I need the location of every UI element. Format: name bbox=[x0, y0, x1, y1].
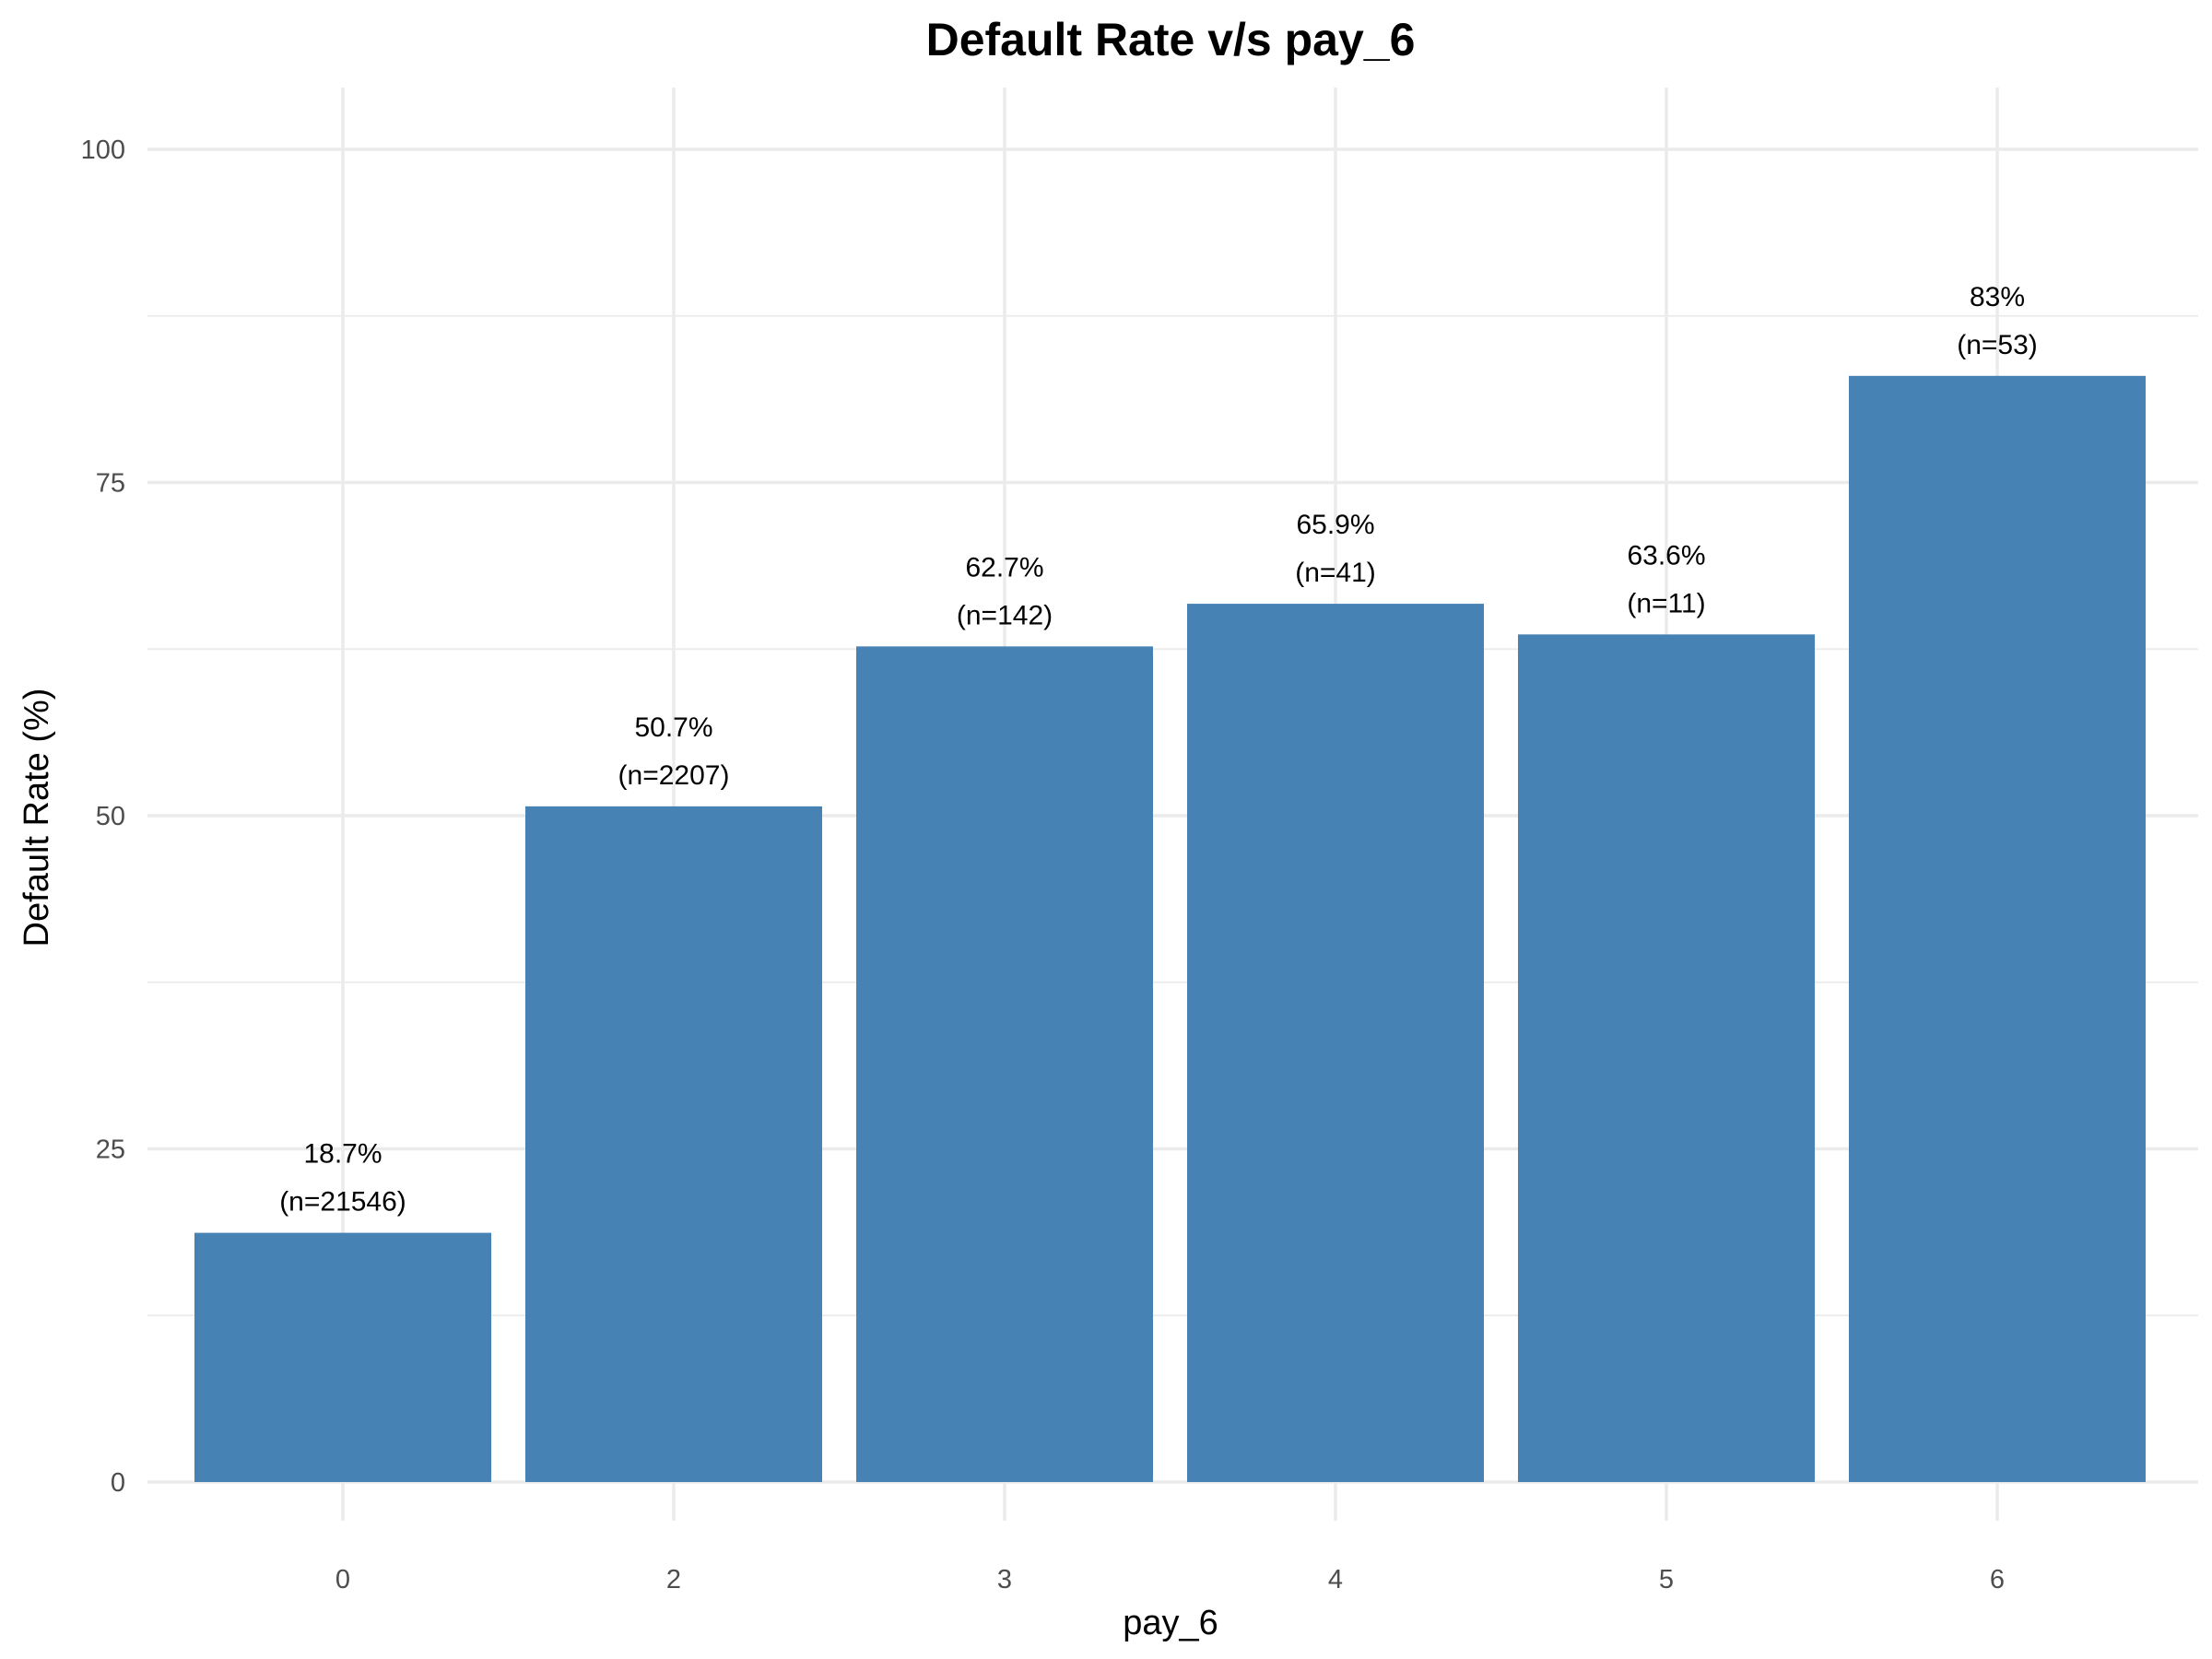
chart-title: Default Rate v/s pay_6 bbox=[926, 14, 1416, 65]
bar bbox=[194, 1232, 491, 1482]
y-tick-label: 100 bbox=[81, 135, 125, 165]
bar bbox=[1849, 375, 2146, 1482]
data-labels: 18.7% (n=21546) 50.7% (n=2207) 62.7% (n=142) 6… bbox=[279, 282, 2038, 1218]
bar-value-label: 63.6% bbox=[1627, 540, 1705, 571]
y-axis: 0 25 50 75 100 bbox=[81, 135, 125, 1498]
bar-count-label: (n=2207) bbox=[618, 760, 730, 791]
bar bbox=[856, 646, 1153, 1482]
x-tick-label: 6 bbox=[1990, 1565, 2005, 1594]
bar-value-label: 65.9% bbox=[1296, 510, 1374, 540]
y-axis-title: Default Rate (%) bbox=[18, 688, 56, 947]
x-tick-label: 2 bbox=[666, 1565, 681, 1594]
bar-value-label: 83% bbox=[1970, 282, 2025, 312]
bar-value-label: 50.7% bbox=[634, 712, 712, 743]
bar bbox=[525, 806, 822, 1482]
bar bbox=[1518, 634, 1815, 1482]
x-axis-title: pay_6 bbox=[1123, 1604, 1218, 1642]
bar-count-label: (n=11) bbox=[1627, 588, 1705, 618]
y-tick-label: 50 bbox=[96, 802, 125, 831]
y-tick-label: 0 bbox=[111, 1468, 125, 1498]
x-tick-label: 0 bbox=[335, 1565, 350, 1594]
bar-count-label: (n=142) bbox=[957, 600, 1053, 630]
bar bbox=[1187, 604, 1484, 1482]
bar-value-label: 18.7% bbox=[303, 1139, 382, 1170]
bar-value-label: 62.7% bbox=[965, 552, 1043, 582]
x-tick-label: 3 bbox=[997, 1565, 1012, 1594]
bar-count-label: (n=21546) bbox=[279, 1187, 406, 1218]
bars bbox=[194, 375, 2146, 1482]
y-tick-label: 25 bbox=[96, 1135, 125, 1165]
bar-count-label: (n=53) bbox=[1957, 330, 2038, 360]
x-tick-label: 4 bbox=[1328, 1565, 1343, 1594]
x-axis: 0 2 3 4 5 6 bbox=[335, 1565, 2005, 1594]
y-tick-label: 75 bbox=[96, 469, 125, 499]
bar-count-label: (n=41) bbox=[1295, 558, 1376, 588]
x-tick-label: 5 bbox=[1659, 1565, 1674, 1594]
